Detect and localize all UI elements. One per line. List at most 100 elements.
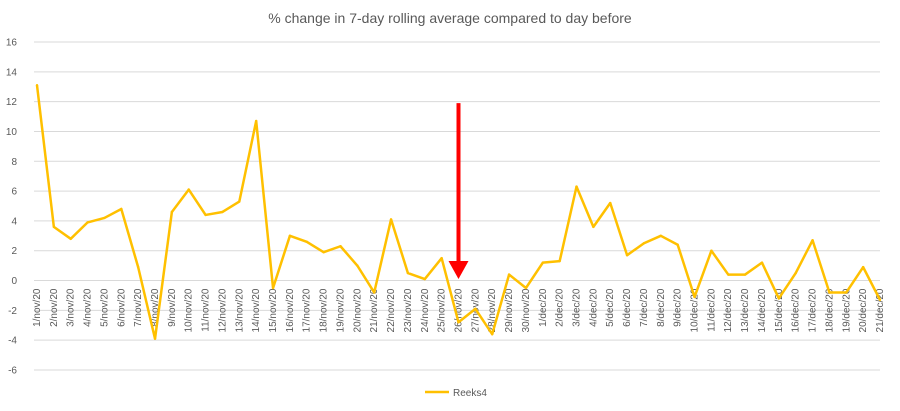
data-point <box>322 251 325 254</box>
y-tick-label: 8 <box>11 157 17 168</box>
data-point <box>339 245 342 248</box>
x-tick-label: 22/nov/20 <box>386 288 397 332</box>
data-point <box>69 237 72 240</box>
x-tick-label: 19/dec/20 <box>841 288 852 332</box>
x-tick-label: 9/nov/20 <box>167 288 178 327</box>
data-point <box>474 307 477 311</box>
data-point <box>794 271 797 275</box>
data-point <box>541 261 544 264</box>
x-tick-label: 2/dec/20 <box>555 288 566 327</box>
y-tick-label: 12 <box>6 97 18 108</box>
chart-title: % change in 7-day rolling average compar… <box>268 10 632 26</box>
data-point <box>625 254 629 257</box>
x-tick-label: 4/nov/20 <box>83 288 94 327</box>
x-tick-label: 14/dec/20 <box>757 288 768 332</box>
data-point <box>710 249 713 252</box>
x-tick-label: 13/nov/20 <box>234 288 245 332</box>
x-tick-label: 11/dec/20 <box>706 288 717 332</box>
x-axis-tick-labels: 1/nov/20 2/nov/20 3/nov/20 4/nov/20 5/nov/20… <box>32 288 886 332</box>
data-point <box>238 200 241 203</box>
x-tick-label: 1/nov/20 <box>32 288 43 327</box>
x-tick-label: 5/nov/20 <box>99 288 110 327</box>
y-tick-label: -6 <box>8 366 17 377</box>
x-tick-label: 16/dec/20 <box>791 288 802 332</box>
data-point <box>389 218 393 221</box>
data-point <box>221 210 224 214</box>
x-tick-label: 16/nov/20 <box>285 288 296 332</box>
legend-label: Reeks4 <box>453 388 487 399</box>
x-tick-label: 9/dec/20 <box>673 288 684 327</box>
data-point <box>457 321 460 324</box>
x-tick-label: 15/dec/20 <box>774 288 785 332</box>
x-tick-label: 7/nov/20 <box>133 288 144 327</box>
data-point <box>558 259 561 263</box>
data-point <box>136 265 140 269</box>
x-tick-label: 15/nov/20 <box>268 288 279 332</box>
data-point <box>35 84 39 87</box>
data-point <box>170 210 174 214</box>
y-tick-label: -4 <box>8 336 17 347</box>
x-tick-label: 4/dec/20 <box>588 288 599 327</box>
data-point <box>305 240 308 243</box>
data-point <box>575 185 578 188</box>
x-tick-label: 21/dec/20 <box>875 288 886 332</box>
data-point <box>254 119 258 123</box>
x-tick-label: 21/nov/20 <box>369 288 380 332</box>
y-tick-label: 4 <box>11 216 17 227</box>
y-tick-label: 16 <box>6 38 18 49</box>
x-tick-label: 8/dec/20 <box>656 288 667 327</box>
x-tick-label: 20/nov/20 <box>352 288 363 332</box>
x-tick-label: 20/dec/20 <box>858 288 869 332</box>
x-tick-label: 18/dec/20 <box>824 288 835 332</box>
x-tick-label: 18/nov/20 <box>319 288 330 332</box>
data-point <box>507 273 511 276</box>
x-tick-label: 23/nov/20 <box>403 288 414 332</box>
data-point <box>777 297 781 300</box>
data-point <box>743 273 747 276</box>
data-point <box>828 291 831 294</box>
x-tick-label: 5/dec/20 <box>605 288 616 327</box>
data-point <box>524 286 528 290</box>
data-point <box>271 286 275 290</box>
data-point <box>760 261 764 264</box>
x-tick-label: 7/dec/20 <box>639 288 650 327</box>
y-tick-label: 10 <box>6 127 18 138</box>
data-point <box>440 256 443 260</box>
x-tick-label: 24/nov/20 <box>420 288 431 332</box>
x-tick-label: 8/nov/20 <box>150 288 161 327</box>
data-point <box>204 213 207 217</box>
x-tick-label: 25/nov/20 <box>437 288 448 332</box>
data-point <box>592 225 595 229</box>
data-point <box>406 271 410 275</box>
x-tick-label: 10/nov/20 <box>184 288 195 332</box>
data-point <box>845 291 848 294</box>
data-point <box>861 265 865 269</box>
data-point <box>878 298 882 302</box>
annotation-layer <box>448 103 469 280</box>
data-point <box>727 273 730 276</box>
x-tick-label: 6/nov/20 <box>116 288 127 327</box>
y-axis-tick-labels: -6 -4 -2 0 2 4 6 8 10 12 14 16 <box>6 38 18 377</box>
x-tick-label: 17/nov/20 <box>302 288 313 332</box>
x-tick-label: 29/nov/20 <box>504 288 515 332</box>
x-tick-label: 17/dec/20 <box>808 288 819 332</box>
data-point <box>52 225 56 229</box>
data-point <box>642 242 646 245</box>
data-point <box>609 201 612 205</box>
x-tick-label: 1/dec/20 <box>538 288 549 327</box>
y-tick-label: -2 <box>8 306 17 317</box>
data-point <box>693 295 696 299</box>
x-tick-label: 12/dec/20 <box>723 288 734 332</box>
x-tick-label: 10/dec/20 <box>690 288 701 332</box>
y-tick-label: 0 <box>11 276 17 287</box>
data-point <box>811 239 814 242</box>
data-point <box>103 216 106 220</box>
x-tick-label: 3/dec/20 <box>572 288 583 327</box>
data-point <box>423 277 426 281</box>
y-tick-label: 2 <box>11 246 17 257</box>
x-tick-label: 12/nov/20 <box>217 288 228 332</box>
data-point <box>120 207 123 211</box>
legend: Reeks4 <box>425 388 487 399</box>
